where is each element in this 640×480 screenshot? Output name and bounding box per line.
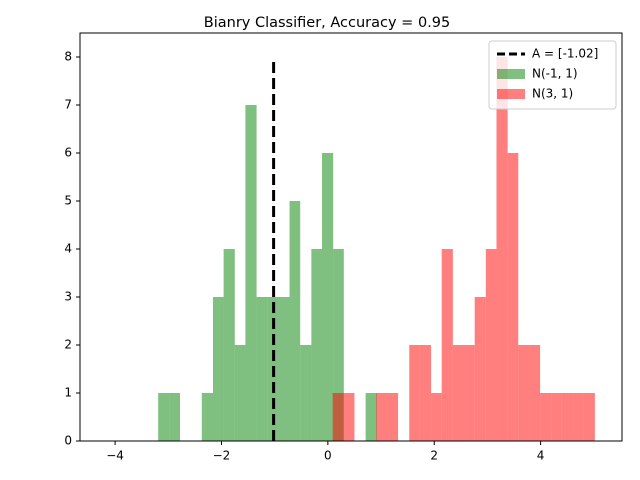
plot-frame [79,32,623,442]
y-tick-label: 3 [64,290,72,304]
x-tick-label: 2 [430,449,438,463]
histogram-bar [540,393,552,441]
histogram-bar [300,345,312,441]
y-tick-label: 1 [64,386,72,400]
histogram-bar [256,297,268,441]
x-tick-label: 4 [537,449,545,463]
histogram-bar [387,393,399,441]
legend-label: N(3, 1) [532,87,573,101]
histogram-bar [529,345,541,441]
y-tick-label: 2 [64,338,72,352]
histogram-bar [431,393,442,441]
histogram-bar [376,393,388,441]
histogram-bar [332,393,344,441]
histogram-bar [289,201,301,441]
histogram-bar [464,345,475,441]
histogram-bar [311,249,323,441]
histogram-bar [409,345,420,441]
y-tick-label: 4 [64,242,72,256]
y-tick-label: 6 [64,146,72,160]
histogram-bar [343,393,355,441]
histogram-bar [419,345,432,441]
histogram-bar [245,105,257,441]
histogram-bar [441,249,453,441]
histogram-bar [322,153,334,441]
histogram-bar [158,393,170,441]
histogram-bar [507,153,519,441]
x-tick-label: −2 [213,449,231,463]
legend-label: N(-1, 1) [532,67,578,81]
x-tick-label: 0 [324,449,332,463]
histogram-bar [234,345,246,441]
y-tick-label: 5 [64,194,72,208]
histogram-bar [212,297,224,441]
legend-patch [497,89,525,99]
y-tick-label: 7 [64,98,72,112]
y-tick-label: 8 [64,50,72,64]
histogram-bar [551,393,562,441]
histogram-bar [573,393,584,441]
histogram-bar [201,393,213,441]
histogram-bar [496,57,508,441]
histogram-bar [474,297,486,441]
legend-patch [497,69,525,79]
histogram-bar [452,345,465,441]
y-tick-label: 0 [64,434,72,448]
x-tick-label: −4 [106,449,124,463]
legend-label: A = [-1.02] [532,47,598,61]
histogram-bar [485,249,497,441]
histogram-bar [333,249,344,441]
histogram-bar [583,393,595,441]
chart-title: Bianry Classifier, Accuracy = 0.95 [204,15,450,31]
histogram-bar [278,297,290,441]
histogram-bar [223,249,235,441]
histogram-bar [561,393,574,441]
histogram-bar [169,393,180,441]
histogram-bar [365,393,377,441]
histogram-bar [518,345,530,441]
